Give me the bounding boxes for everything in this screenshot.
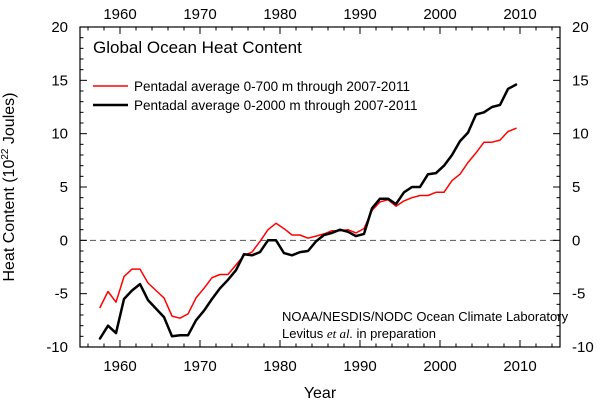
y-tick-label-right: 15	[572, 72, 589, 89]
x-axis-label: Year	[304, 385, 337, 402]
legend-label-0-700m: Pentadal average 0-700 m through 2007-20…	[134, 79, 410, 94]
y-axis-label-tail: Joules)	[1, 92, 18, 148]
x-tick-label-top: 1970	[183, 6, 216, 23]
y-tick-label-right: 0	[572, 232, 580, 249]
plot-frame	[79, 26, 561, 348]
credit-tail: in preparation	[353, 326, 436, 341]
x-tick-label-top: 1980	[263, 6, 296, 23]
credit-author: Levitus	[282, 326, 324, 341]
legend: Pentadal average 0-700 m through 2007-20…	[93, 79, 417, 113]
x-tick-label-bottom: 1960	[103, 358, 136, 375]
credit-et-al: et al.	[327, 326, 353, 341]
y-tick-label-left: -10	[46, 339, 68, 356]
x-tick-label-top: 2000	[423, 6, 456, 23]
y-axis-label-exponent: 22	[0, 148, 11, 160]
x-tick-label-bottom: 1990	[343, 358, 376, 375]
y-tick-label-right: -5	[572, 286, 585, 303]
y-tick-label-right: 5	[572, 179, 580, 196]
y-tick-label-right: 10	[572, 126, 589, 143]
y-tick-label-left: 20	[51, 19, 68, 36]
y-tick-label-left: 5	[60, 179, 68, 196]
x-tick-label-bottom: 2000	[423, 358, 456, 375]
credit-line-1: NOAA/NESDIS/NODC Ocean Climate Laborator…	[282, 309, 569, 324]
series-line-0	[99, 127, 517, 319]
y-tick-label-left: 15	[51, 72, 68, 89]
x-tick-label-bottom: 2010	[503, 358, 536, 375]
x-tick-label-top: 1990	[343, 6, 376, 23]
y-tick-label-left: 0	[60, 232, 68, 249]
x-tick-label-top: 2010	[503, 6, 536, 23]
y-axis-label: Heat Content (1022 Joules)	[0, 92, 18, 281]
axis-ticks	[80, 26, 560, 348]
y-tick-label-left: 10	[51, 126, 68, 143]
series-line-1	[98, 83, 518, 340]
credits-annotation: NOAA/NESDIS/NODC Ocean Climate Laborator…	[282, 309, 569, 341]
series-lines	[98, 83, 518, 340]
x-tick-label-top: 1960	[103, 6, 136, 23]
chart-title: Global Ocean Heat Content	[93, 38, 302, 57]
tick-labels: 1960196019701970198019801990199020002000…	[46, 6, 593, 375]
y-tick-label-right: -10	[572, 339, 594, 356]
legend-label-0-2000m: Pentadal average 0-2000 m through 2007-2…	[134, 98, 417, 113]
x-tick-label-bottom: 1970	[183, 358, 216, 375]
y-tick-label-right: 20	[572, 19, 589, 36]
x-tick-label-bottom: 1980	[263, 358, 296, 375]
credit-line-2: Levitus et al. in preparation	[282, 326, 436, 341]
y-tick-label-left: -5	[55, 286, 68, 303]
y-axis-label-main: Heat Content (10	[1, 160, 18, 282]
